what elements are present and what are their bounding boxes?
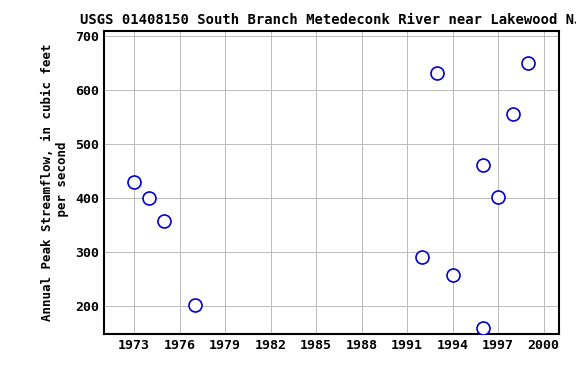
Y-axis label: Annual Peak Streamflow, in cubic feet
 per second: Annual Peak Streamflow, in cubic feet pe… xyxy=(41,44,69,321)
Point xyxy=(160,218,169,224)
Point xyxy=(190,302,199,308)
Point xyxy=(509,111,518,117)
Point xyxy=(494,194,503,200)
Point xyxy=(524,60,533,66)
Point xyxy=(145,195,154,201)
Point xyxy=(448,271,457,278)
Point xyxy=(433,70,442,76)
Point xyxy=(130,179,139,185)
Point xyxy=(478,324,487,331)
Point xyxy=(418,254,427,260)
Point xyxy=(478,162,487,168)
Title: USGS 01408150 South Branch Metedeconk River near Lakewood NJ: USGS 01408150 South Branch Metedeconk Ri… xyxy=(80,13,576,27)
